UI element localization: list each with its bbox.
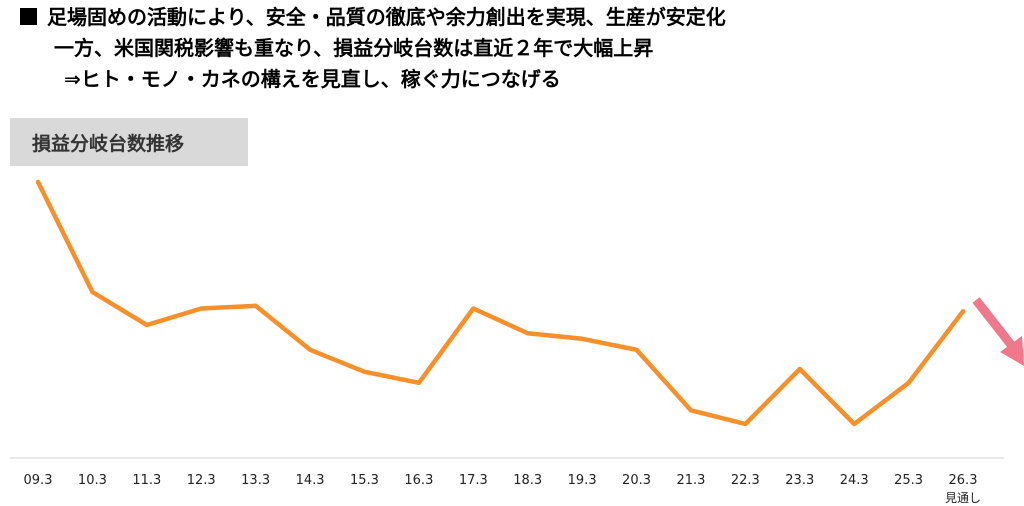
x-tick-label: 16.3 xyxy=(404,473,433,488)
trend-arrow xyxy=(972,297,1024,366)
section-label: 損益分岐台数推移 xyxy=(10,118,248,166)
trend-arrow-shaft xyxy=(972,297,1016,349)
series-line xyxy=(35,179,966,427)
x-tick-label: 22.3 xyxy=(731,473,760,488)
x-tick-label: 10.3 xyxy=(78,473,107,488)
data-point-26.3 xyxy=(961,309,965,314)
x-tick-label: 09.3 xyxy=(24,473,53,488)
header-line-2: 一方、米国関税影響も重なり、損益分岐台数は直近２年で大幅上昇 xyxy=(54,36,654,60)
data-point-23.3 xyxy=(797,367,802,371)
x-tick-label: 11.3 xyxy=(132,473,161,488)
x-tick-label: 23.3 xyxy=(785,473,814,488)
data-point-25.3 xyxy=(906,380,911,385)
data-series xyxy=(35,179,966,427)
x-tick-label: 20.3 xyxy=(622,473,651,488)
forecast-note-label: 見通し xyxy=(945,491,981,505)
x-tick-label: 15.3 xyxy=(350,473,379,488)
data-point-15.3 xyxy=(362,369,367,374)
x-tick-label: 21.3 xyxy=(676,473,705,488)
data-point-09.3 xyxy=(36,180,40,184)
data-point-24.3 xyxy=(852,422,857,426)
data-point-22.3 xyxy=(743,422,748,426)
x-tick-label: 24.3 xyxy=(840,473,869,488)
data-point-19.3 xyxy=(580,336,585,341)
data-point-20.3 xyxy=(634,347,639,352)
header-line-1-text: 足場固めの活動により、安全・品質の徹底や余力創出を実現、生産が安定化 xyxy=(47,5,726,29)
data-point-14.3 xyxy=(308,347,313,352)
data-point-11.3 xyxy=(144,323,149,327)
x-tick-label: 18.3 xyxy=(513,473,542,488)
data-point-12.3 xyxy=(199,306,204,311)
x-tick-label: 14.3 xyxy=(296,473,325,488)
x-tick-label: 26.3 xyxy=(949,473,978,488)
data-point-17.3 xyxy=(471,306,476,311)
header-line-1: 足場固めの活動により、安全・品質の徹底や余力創出を実現、生産が安定化 xyxy=(20,2,1010,33)
data-point-21.3 xyxy=(688,408,693,413)
header-bullets: 足場固めの活動により、安全・品質の徹底や余力創出を実現、生産が安定化 一方、米国… xyxy=(20,2,1010,95)
header-line-3: ⇒ヒト・モノ・カネの構えを見直し、稼ぐ力につなげる xyxy=(64,67,561,91)
data-point-18.3 xyxy=(525,331,530,336)
x-tick-label: 12.3 xyxy=(187,473,216,488)
x-tick-label: 17.3 xyxy=(459,473,488,488)
trend-arrow-head-icon xyxy=(1000,336,1024,366)
x-tick-label: 25.3 xyxy=(894,473,923,488)
x-tick-label: 19.3 xyxy=(568,473,597,488)
data-point-10.3 xyxy=(90,290,95,294)
x-tick-labels: 09.3 10.3 11.3 12.3 13.3 14.3 15.3 16.3 17.3 18.3… xyxy=(24,473,978,488)
square-bullet-icon xyxy=(20,8,37,25)
data-point-16.3 xyxy=(416,380,421,385)
x-tick-label: 13.3 xyxy=(241,473,270,488)
data-point-13.3 xyxy=(253,303,258,308)
